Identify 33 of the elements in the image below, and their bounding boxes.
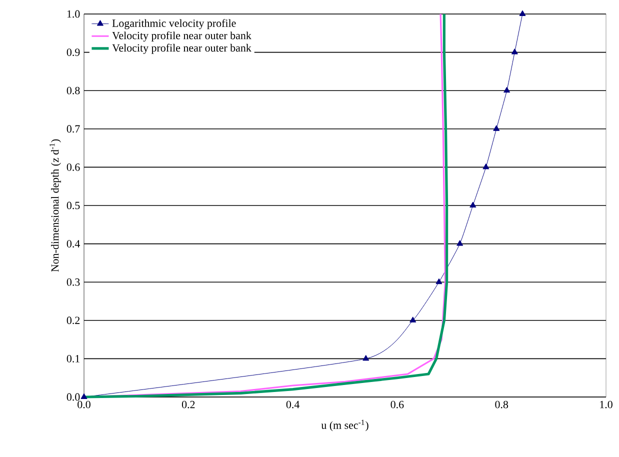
x-tick-label: 0.0 <box>78 400 90 408</box>
y-tick-label: 0.7 <box>66 125 80 133</box>
x-axis-title: u (m sec$^{-1}$) <box>321 420 368 432</box>
point <box>436 278 442 284</box>
point <box>410 316 416 322</box>
x-tick-label: 0.2 <box>182 400 195 408</box>
y-tick-label: 1.0 <box>67 10 80 18</box>
y-tick-label: 0.8 <box>66 86 80 94</box>
legend-label: Velocity profile near outer bank <box>112 44 252 54</box>
y-tick-label: 0.0 <box>66 393 80 401</box>
y-tick-label: 0.3 <box>66 278 80 286</box>
point <box>362 354 370 361</box>
point <box>493 125 500 131</box>
point <box>519 10 526 16</box>
y-tick-label: 0.9 <box>66 48 80 56</box>
x-tick-label: 0.6 <box>390 400 404 408</box>
y-tick-label: 0.4 <box>66 240 80 248</box>
y-tick-label: 0.1 <box>66 354 80 362</box>
y-axis-title: Non-dimensional depth (z d$^{-1}$) <box>50 139 61 272</box>
y-tick-label: 0.6 <box>66 163 80 171</box>
y-tick-label: 0.5 <box>66 202 80 210</box>
x-tick-label: 0.8 <box>495 400 508 408</box>
point <box>504 86 510 93</box>
x-tick-label: 1.0 <box>600 400 612 408</box>
point <box>511 48 518 54</box>
point <box>80 393 88 399</box>
point <box>456 240 464 246</box>
y-tick-label: 0.2 <box>66 316 80 324</box>
legend-label: Logarithmic velocity profile <box>112 19 236 30</box>
point <box>482 163 490 170</box>
point <box>470 202 476 208</box>
legend-label: Velocity profile near outer bank <box>112 31 252 42</box>
x-tick-label: 0.4 <box>286 400 300 408</box>
